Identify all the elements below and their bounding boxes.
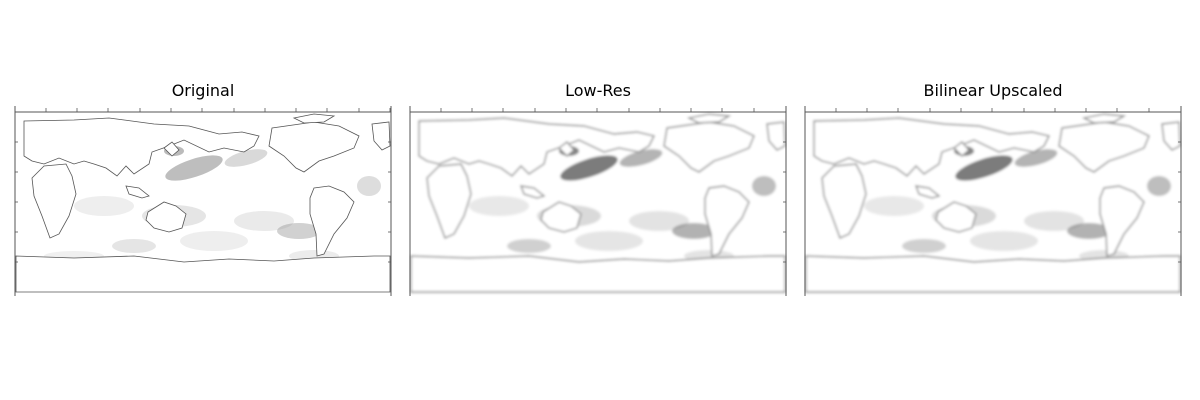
map-image <box>409 106 787 296</box>
map-content <box>14 106 392 296</box>
panel-title: Low-Res <box>565 81 631 100</box>
panel-bilinear-upscaled: Bilinear Upscaled <box>804 80 1182 296</box>
map-content <box>805 112 1181 293</box>
map-content <box>410 112 786 293</box>
map-image <box>14 106 392 296</box>
panel-title: Bilinear Upscaled <box>923 81 1063 100</box>
map-image <box>804 106 1182 296</box>
panel-low-res: Low-Res <box>409 80 787 296</box>
panel-title: Original <box>171 81 235 100</box>
panel-original: Original <box>14 80 392 296</box>
